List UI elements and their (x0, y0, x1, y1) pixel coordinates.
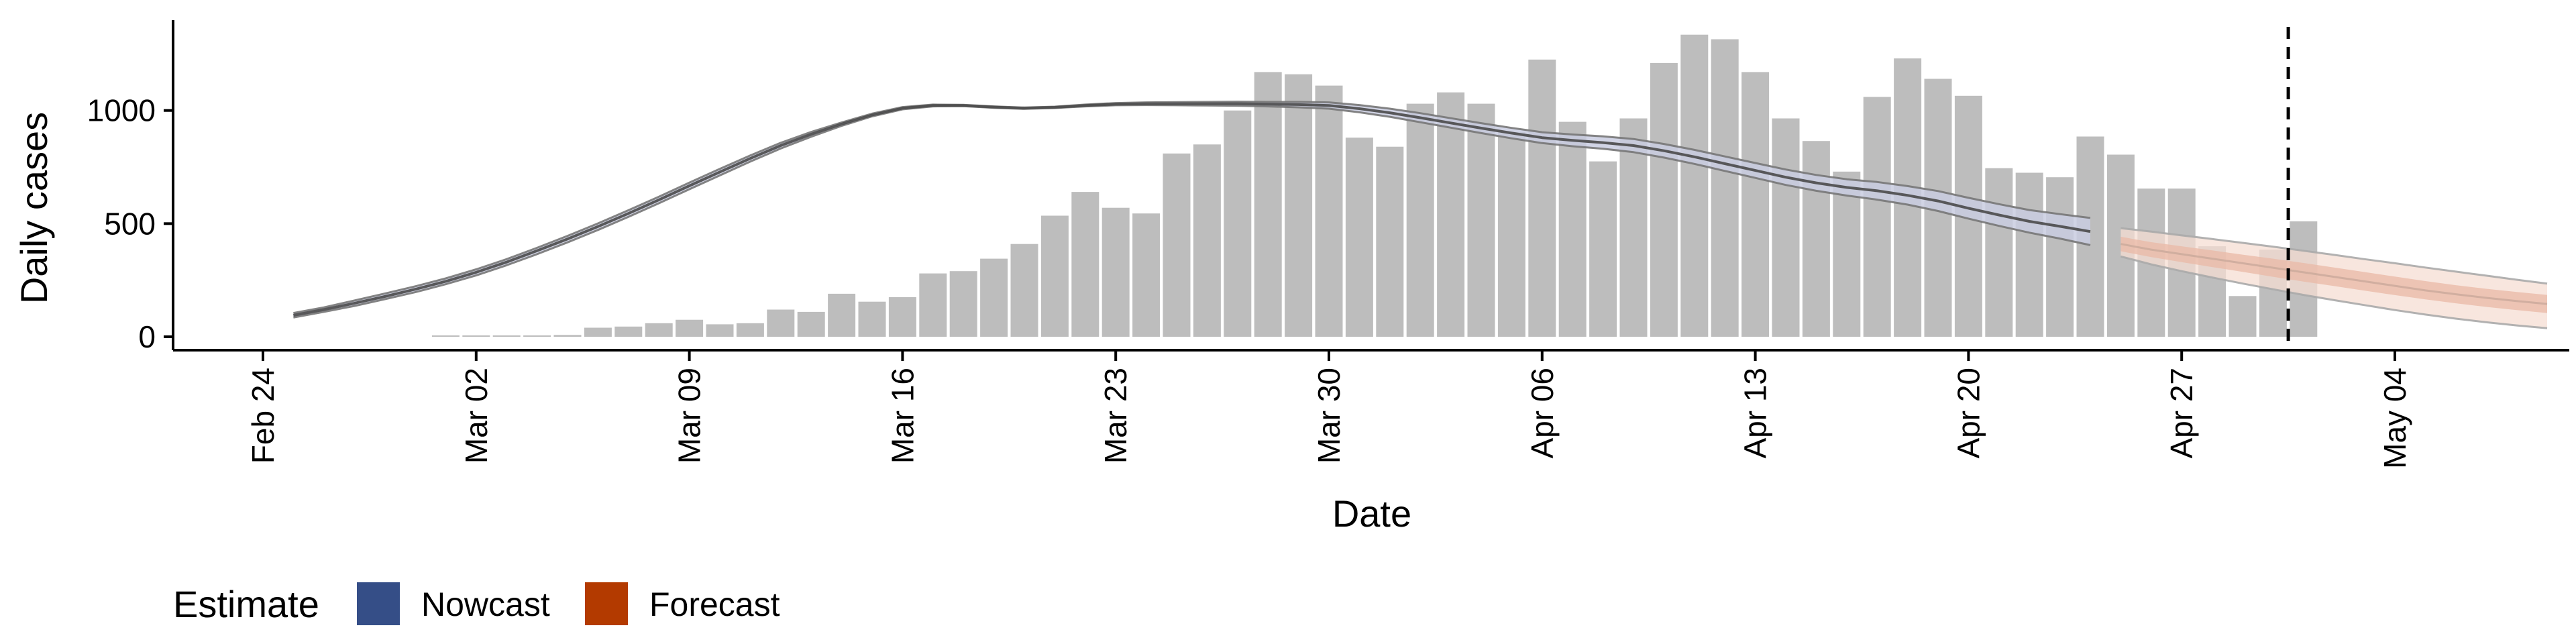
bar (1741, 72, 1770, 337)
bar (1315, 85, 1343, 337)
bar (949, 271, 977, 337)
nowcast-median-line (293, 102, 2091, 317)
bar (1102, 207, 1130, 337)
x-axis-label: Date (1332, 492, 1411, 535)
bar (462, 335, 490, 337)
bar (706, 324, 734, 337)
bar (797, 311, 825, 337)
x-tick-label: Apr 20 (1951, 368, 1986, 459)
bar (2046, 177, 2074, 337)
x-tick-label: Apr 13 (1738, 368, 1773, 459)
bar (1040, 215, 1069, 337)
forecast-lower-line (2121, 255, 2548, 329)
bar (1802, 141, 1830, 337)
bar (767, 309, 795, 337)
line-group (293, 101, 2548, 329)
bar (1589, 161, 1617, 337)
x-tick-label: Mar 23 (1098, 368, 1133, 464)
bar-group (431, 34, 2318, 337)
bar (1345, 138, 1373, 337)
bar (1010, 244, 1038, 337)
forecast-inner-band (2121, 236, 2547, 313)
bar (1163, 153, 1191, 337)
bar (858, 301, 886, 337)
bar (888, 297, 916, 337)
bar (1528, 59, 1556, 337)
bar (1833, 171, 1861, 337)
x-tick-label: Mar 16 (885, 368, 920, 464)
y-tick-label: 0 (138, 319, 156, 354)
x-tick-label: Apr 27 (2164, 368, 2199, 459)
bar (614, 326, 643, 337)
x-axis-ticks: Feb 24 Mar 02 Mar 09 Mar 16 Mar 23 Mar 30 Apr … (246, 350, 2412, 469)
ribbon-group (293, 101, 2547, 329)
bar (1193, 144, 1221, 337)
bar (523, 335, 551, 337)
legend: Estimate Nowcast Forecast (173, 582, 780, 625)
bar (1437, 92, 1465, 337)
nowcast-lower-line (293, 104, 2091, 319)
legend-swatch-forecast (585, 582, 628, 625)
x-tick-label: Mar 02 (459, 368, 494, 464)
bar (1711, 39, 1739, 337)
bar (584, 327, 612, 337)
y-tick-label: 1000 (87, 93, 156, 128)
legend-label-forecast: Forecast (649, 586, 780, 623)
legend-title: Estimate (173, 583, 319, 625)
legend-swatch-nowcast (357, 582, 400, 625)
bar (1285, 74, 1313, 337)
legend-label-nowcast: Nowcast (421, 586, 550, 623)
bar (980, 258, 1008, 337)
bar (2229, 296, 2257, 337)
bar (736, 323, 764, 337)
bar (676, 319, 704, 337)
bar (1224, 110, 1252, 337)
bar (919, 273, 947, 337)
bar (2015, 172, 2043, 337)
bar (1406, 103, 1434, 337)
nowcast-upper-line (293, 101, 2091, 315)
bar (1071, 192, 1099, 337)
bar (492, 335, 521, 337)
bar (1497, 131, 1525, 337)
bar (1772, 118, 1800, 337)
forecast-median-line (2121, 243, 2548, 305)
bar (1376, 146, 1404, 337)
bar (1254, 72, 1282, 337)
bar (1985, 168, 2013, 337)
x-tick-label: May 04 (2377, 368, 2412, 469)
bar (1863, 97, 1891, 337)
y-axis-label: Daily cases (13, 112, 55, 304)
bar (1650, 62, 1678, 337)
y-axis-ticks: 0 500 1000 (87, 93, 173, 354)
bar (553, 335, 582, 337)
bar (1558, 121, 1587, 337)
y-tick-label: 500 (104, 206, 156, 241)
bar (1132, 213, 1161, 337)
bar (645, 323, 673, 337)
bar (431, 335, 460, 337)
bar (828, 293, 856, 337)
x-tick-label: Feb 24 (246, 368, 280, 464)
x-tick-label: Apr 06 (1525, 368, 1560, 459)
bar (1680, 34, 1709, 337)
bar (1467, 103, 1495, 337)
x-tick-label: Mar 09 (672, 368, 707, 464)
forecast-upper-line (2121, 227, 2548, 285)
x-tick-label: Mar 30 (1311, 368, 1346, 464)
